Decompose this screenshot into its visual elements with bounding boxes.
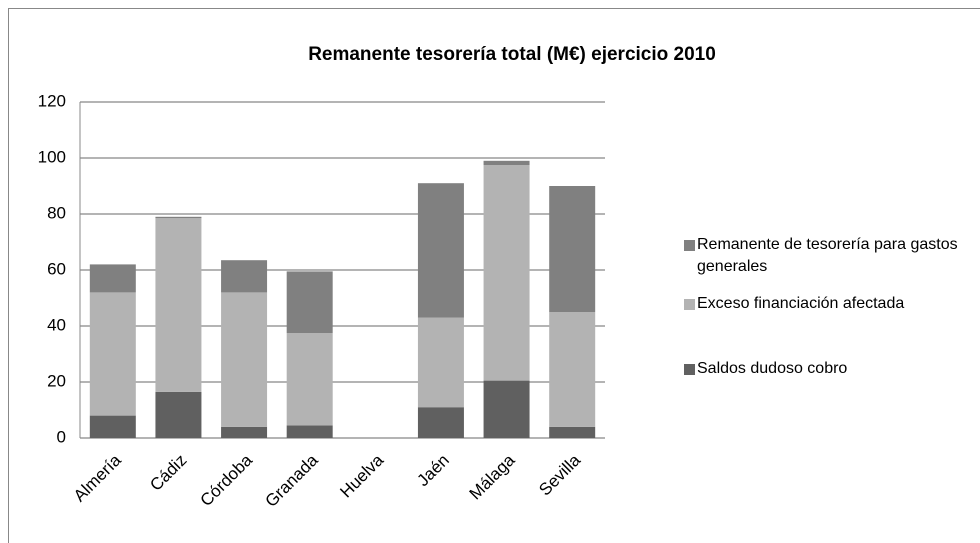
bar-segment [286,425,333,438]
bar-segment [155,216,202,219]
bar-segment [483,165,530,381]
legend-label: Saldos dudoso cobro [697,360,848,377]
bar-segment [286,271,333,333]
y-tick-label: 60 [47,259,66,278]
bar-segment [89,415,136,438]
y-tick-label: 100 [38,147,66,166]
bar-segment [483,380,530,438]
legend-swatch [684,364,695,375]
bar-segment [417,407,464,438]
legend-swatch [684,299,695,310]
chart-title: Remanente tesorería total (M€) ejercicio… [308,44,716,65]
legend-label: Exceso financiación afectada [697,295,905,312]
legend-swatch [684,240,695,251]
bar-segment [549,426,596,438]
bar-segment [221,260,268,293]
bar-segment [417,317,464,408]
bar-segment [286,333,333,426]
bar-segment [89,264,136,293]
bar-segment [221,292,268,427]
y-tick-label: 80 [47,203,66,222]
bar-segment [155,391,202,438]
y-tick-label: 20 [47,371,66,390]
y-tick-label: 40 [47,315,66,334]
bar-segment [483,160,530,165]
bar-segment [417,183,464,318]
bar-segment [221,426,268,438]
bar-segment [549,186,596,312]
legend-label: Remanente de tesorería para gastos gener… [697,236,958,275]
bar-segment [89,292,136,416]
y-tick-label: 120 [38,91,66,110]
bar-segment [155,218,202,392]
y-tick-label: 0 [57,427,66,446]
bar-segment [549,312,596,427]
